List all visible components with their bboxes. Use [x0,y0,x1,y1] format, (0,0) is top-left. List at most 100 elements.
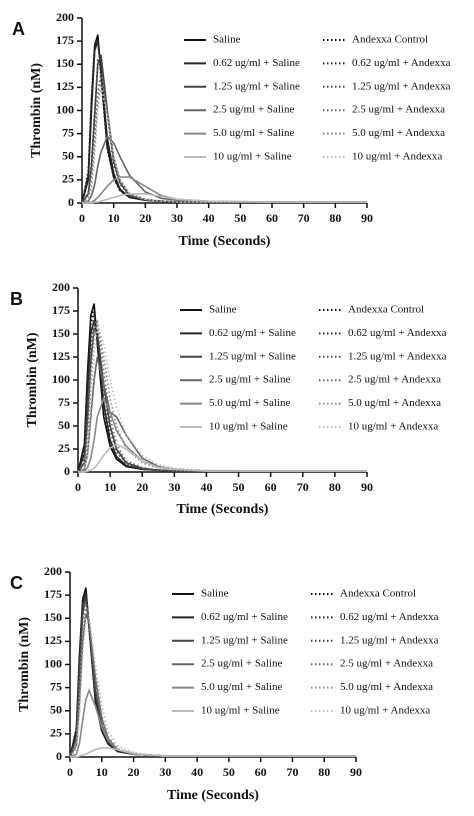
x-tick-label: 50 [234,211,246,225]
legend-label: Andexxa Control [340,588,416,600]
legend-label: 10 ug/ml + Saline [209,421,288,433]
legend-label: 2.5 ug/ml + Saline [209,374,290,386]
x-tick-label: 50 [223,765,235,779]
legend-label: 2.5 ug/ml + Saline [213,104,294,116]
series-line [81,87,367,204]
x-tick-label: 40 [203,211,215,225]
legend-label: 2.5 ug/ml + Andexxa [340,658,433,670]
legend-label: 5.0 ug/ml + Saline [213,127,294,139]
panel: A 0 25 50 75 100 125 150 175 200 0 10 20 30 40 50 60 70 80… [12,10,451,249]
panel: C 0 25 50 75 100 125 150 175 200 0 10 20 30 40 50 60 70 80… [10,564,439,803]
y-tick-label: 50 [62,149,74,163]
x-tick-label: 50 [233,480,245,494]
legend-label: 0.62 ug/ml + Andexxa [352,57,451,69]
y-tick-label: 150 [52,326,70,340]
x-tick-label: 30 [159,765,171,779]
x-tick-label: 60 [265,480,277,494]
legend-label: 2.5 ug/ml + Andexxa [348,374,441,386]
legend-label: 5.0 ug/ml + Saline [201,681,282,693]
x-tick-label: 10 [108,211,120,225]
x-tick-label: 0 [79,211,85,225]
x-tick-label: 70 [297,480,309,494]
legend-label: 10 ug/ml + Andexxa [352,151,442,163]
series-line [82,193,367,204]
y-tick-label: 50 [58,418,70,432]
x-tick-label: 0 [67,765,73,779]
legend-label: 1.25 ug/ml + Saline [213,80,300,92]
series-line [77,320,367,473]
x-axis-label: Time (Seconds) [177,502,269,517]
legend-label: 0.62 ug/ml + Saline [209,327,296,339]
x-tick-label: 70 [298,211,310,225]
legend-label: 2.5 ug/ml + Andexxa [352,104,445,116]
series-line [81,73,367,204]
legend-label: 0.62 ug/ml + Saline [213,57,300,69]
legend-label: 5.0 ug/ml + Andexxa [348,397,441,409]
y-tick-label: 100 [44,656,62,670]
series-line [78,443,367,473]
panel-label: B [10,289,23,309]
x-tick-label: 60 [266,211,278,225]
legend-label: Saline [213,34,241,46]
y-tick-label: 100 [56,102,74,116]
series-line [77,318,367,473]
y-tick-label: 25 [62,172,74,186]
x-tick-label: 60 [255,765,267,779]
series-line [81,55,367,204]
y-tick-label: 125 [52,349,70,363]
legend-label: 0.62 ug/ml + Saline [201,611,288,623]
legend-label: 10 ug/ml + Andexxa [348,421,438,433]
y-axis-label: Thrombin (nM) [17,617,32,712]
x-tick-label: 80 [329,480,341,494]
y-tick-label: 175 [52,303,70,317]
y-tick-label: 25 [58,441,70,455]
y-tick-label: 125 [44,633,62,647]
x-tick-label: 90 [350,765,362,779]
y-tick-label: 75 [58,395,70,409]
legend-label: 1.25 ug/ml + Andexxa [340,634,439,646]
x-tick-label: 10 [96,765,108,779]
x-tick-label: 80 [329,211,341,225]
x-tick-label: 30 [171,211,183,225]
y-tick-label: 25 [50,726,62,740]
legend-label: 0.62 ug/ml + Andexxa [348,327,447,339]
y-tick-label: 125 [56,79,74,93]
legend-label: Saline [201,588,229,600]
series-line [81,82,367,204]
x-tick-label: 20 [136,480,148,494]
series-line [69,608,356,758]
x-tick-label: 90 [361,480,373,494]
legend-label: 10 ug/ml + Saline [213,151,292,163]
y-tick-label: 0 [64,464,70,478]
x-tick-label: 0 [75,480,81,494]
series-line [70,747,356,758]
legend-label: 1.25 ug/ml + Saline [209,350,296,362]
x-axis-label: Time (Seconds) [179,234,271,249]
series-line [77,320,367,473]
legend-label: 5.0 ug/ml + Andexxa [340,681,433,693]
x-tick-label: 20 [139,211,151,225]
x-tick-label: 20 [128,765,140,779]
x-tick-label: 40 [200,480,212,494]
y-tick-label: 175 [44,587,62,601]
legend-label: Andexxa Control [352,34,428,46]
y-tick-label: 175 [56,33,74,47]
legend-label: Andexxa Control [348,304,424,316]
y-axis-label: Thrombin (nM) [25,332,40,427]
x-tick-label: 80 [318,765,330,779]
series-line [77,313,367,473]
y-axis-label: Thrombin (nM) [29,63,44,158]
legend-label: 1.25 ug/ml + Saline [201,634,288,646]
legend-label: 1.25 ug/ml + Andexxa [348,350,447,362]
x-tick-label: 30 [168,480,180,494]
x-tick-label: 90 [361,211,373,225]
panel-label: C [10,573,23,593]
legend-label: 0.62 ug/ml + Andexxa [340,611,439,623]
series-line [77,319,367,473]
y-tick-label: 200 [56,10,74,24]
y-tick-label: 75 [50,679,62,693]
legend-label: 10 ug/ml + Saline [201,705,280,717]
x-tick-label: 10 [104,480,116,494]
y-tick-label: 150 [44,610,62,624]
